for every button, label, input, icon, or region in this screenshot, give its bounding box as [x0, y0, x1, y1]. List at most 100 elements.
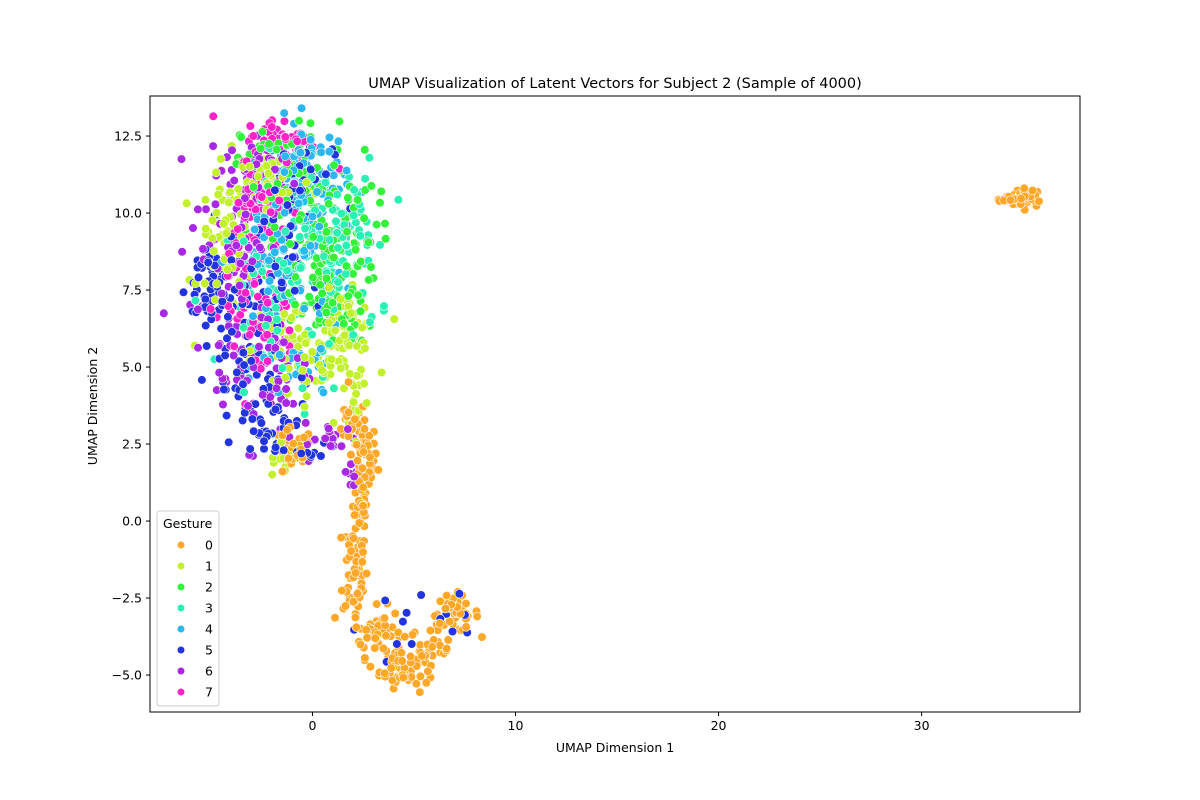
data-point-gesture-0	[278, 466, 288, 477]
data-point-gesture-0	[415, 687, 425, 697]
data-point-gesture-6	[193, 304, 203, 315]
data-point-gesture-0	[372, 599, 382, 609]
data-point-gesture-5	[193, 272, 204, 283]
data-point-gesture-1	[212, 208, 222, 218]
data-point-gesture-5	[219, 384, 229, 395]
data-point-gesture-4	[305, 241, 316, 251]
data-point-gesture-6	[188, 223, 198, 233]
data-point-gesture-5	[238, 379, 248, 389]
data-point-gesture-2	[308, 232, 318, 242]
data-point-gesture-6	[301, 418, 311, 428]
data-point-gesture-7	[257, 192, 267, 202]
legend-box	[156, 510, 220, 707]
data-point-gesture-5	[296, 448, 306, 459]
data-point-gesture-0	[1016, 194, 1026, 204]
chart-title: UMAP Visualization of Latent Vectors for…	[368, 76, 862, 92]
data-point-gesture-6	[159, 308, 169, 318]
data-point-gesture-2	[353, 195, 363, 205]
data-point-gesture-2	[375, 198, 385, 208]
data-point-gesture-0	[472, 611, 482, 622]
data-point-gesture-2	[248, 182, 259, 192]
data-point-gesture-5	[222, 411, 232, 421]
data-point-gesture-1	[346, 308, 356, 318]
data-point-gesture-2	[351, 245, 361, 255]
data-point-gesture-0	[299, 432, 309, 443]
data-point-gesture-3	[295, 232, 305, 242]
data-point-gesture-5	[222, 333, 232, 343]
data-point-gesture-1	[233, 184, 243, 194]
data-point-gesture-6	[270, 343, 280, 353]
legend-marker-5	[176, 645, 186, 655]
data-point-gesture-6	[227, 145, 237, 155]
plot-area	[159, 103, 1044, 697]
data-point-gesture-4	[314, 222, 324, 232]
data-point-gesture-1	[362, 398, 372, 408]
data-point-gesture-3	[333, 277, 343, 287]
data-point-gesture-1	[287, 313, 297, 323]
data-point-gesture-0	[415, 671, 426, 682]
data-point-gesture-0	[398, 672, 408, 683]
x-tick-label: 10	[508, 718, 524, 733]
data-point-gesture-4	[264, 255, 274, 266]
data-point-gesture-7	[263, 298, 273, 308]
data-point-gesture-7	[248, 131, 258, 141]
data-point-gesture-6	[231, 240, 241, 251]
data-point-gesture-6	[214, 340, 224, 350]
data-point-gesture-0	[357, 557, 367, 567]
data-point-gesture-1	[339, 383, 349, 394]
data-point-gesture-5	[247, 414, 257, 424]
data-point-gesture-0	[362, 568, 372, 579]
data-point-gesture-4	[265, 276, 275, 286]
data-point-gesture-2	[341, 261, 352, 271]
data-point-gesture-0	[352, 440, 362, 450]
data-point-gesture-2	[294, 116, 304, 126]
data-point-gesture-0	[365, 662, 376, 672]
data-point-gesture-5	[454, 589, 465, 599]
data-point-gesture-1	[201, 224, 211, 234]
data-point-gesture-1	[207, 215, 218, 225]
data-point-gesture-6	[281, 398, 291, 408]
data-point-gesture-5	[202, 341, 212, 351]
data-point-gesture-2	[317, 288, 327, 299]
data-point-gesture-1	[307, 347, 317, 357]
data-point-gesture-1	[360, 343, 370, 353]
data-point-gesture-7	[253, 292, 263, 302]
data-point-gesture-0	[364, 431, 374, 441]
data-point-gesture-2	[321, 273, 332, 284]
data-point-gesture-6	[279, 337, 289, 347]
data-point-gesture-3	[272, 326, 282, 336]
data-point-gesture-5	[271, 442, 281, 453]
data-point-gesture-4	[312, 187, 322, 197]
data-point-gesture-1	[200, 195, 210, 205]
data-point-gesture-0	[358, 482, 368, 492]
data-point-gesture-0	[411, 679, 422, 689]
data-point-gesture-0	[461, 622, 471, 632]
y-tick-label: 10.0	[114, 206, 142, 221]
data-point-gesture-2	[364, 275, 374, 285]
data-point-gesture-3	[331, 216, 341, 226]
data-point-gesture-0	[443, 635, 453, 645]
data-point-gesture-7	[245, 121, 255, 131]
data-point-gesture-5	[380, 595, 390, 606]
data-point-gesture-2	[290, 299, 300, 310]
data-point-gesture-6	[193, 204, 203, 214]
data-point-gesture-5	[270, 404, 281, 415]
data-point-gesture-6	[241, 209, 251, 220]
data-point-gesture-0	[362, 633, 372, 643]
data-point-gesture-4	[299, 246, 309, 256]
data-point-gesture-0	[346, 450, 356, 460]
data-point-gesture-1	[293, 323, 303, 333]
data-point-gesture-7	[263, 356, 273, 366]
data-point-gesture-6	[227, 165, 237, 175]
data-point-gesture-7	[249, 279, 260, 289]
data-point-gesture-1	[267, 470, 277, 480]
data-point-gesture-0	[344, 377, 354, 387]
data-point-gesture-4	[275, 350, 285, 360]
data-point-gesture-0	[352, 456, 363, 466]
data-point-gesture-3	[341, 269, 351, 279]
data-point-gesture-0	[350, 612, 361, 623]
data-point-gesture-6	[176, 154, 187, 164]
data-point-gesture-2	[372, 220, 382, 230]
legend-label-6: 6	[205, 664, 213, 679]
data-point-gesture-0	[370, 643, 380, 653]
